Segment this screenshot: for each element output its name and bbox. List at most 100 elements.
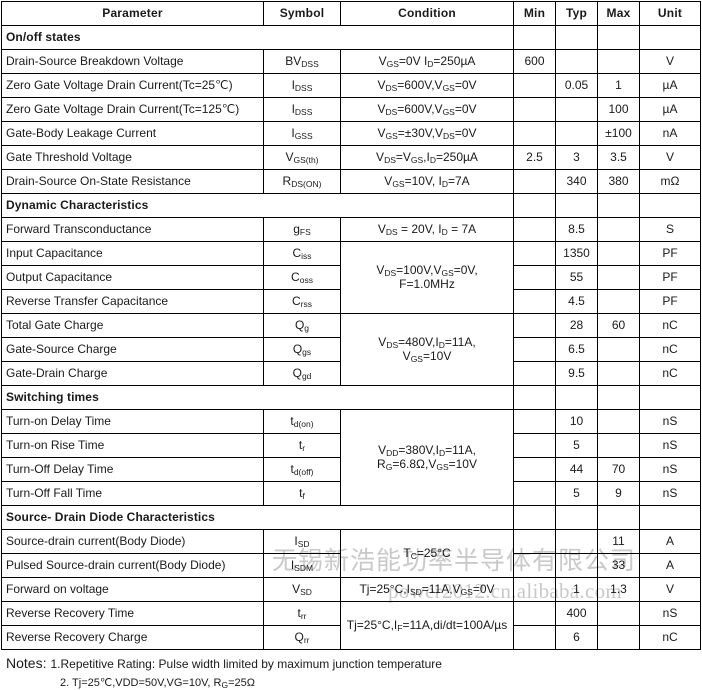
row-condition: Tj=25°C,ISD=11A,VGS=0V: [340, 577, 514, 602]
table-row: Turn-on Delay Time td(on) VDD=380V,ID=11…: [1, 409, 701, 506]
row-max: [597, 265, 640, 290]
row-symbol: gFS: [263, 217, 341, 242]
note-2-text-end: =25Ω: [228, 677, 255, 689]
row-typ: [555, 97, 598, 122]
row-typ: 0.05: [555, 73, 598, 98]
row-symbol: Ciss: [263, 241, 341, 266]
row-symbol: VSD: [263, 577, 341, 602]
section-spacer-min: [513, 25, 556, 50]
row-min: [513, 289, 556, 314]
row-unit: V: [639, 49, 701, 74]
row-symbol: ISDM: [263, 553, 341, 578]
row-parameter: Gate-Source Charge: [1, 337, 264, 362]
row-parameter: Gate-Drain Charge: [1, 361, 264, 386]
row-condition-reverse-recovery-merged: Tj=25°C,IF=11A,di/dt=100A/µs: [340, 601, 514, 650]
note-2-text: 2. Tj=25℃,VDD=50V,VG=10V, R: [60, 677, 222, 689]
row-typ: 5: [555, 433, 598, 458]
row-symbol: Qg: [263, 313, 341, 338]
row-typ: 4.5: [555, 289, 598, 314]
row-parameter: Turn-on Delay Time: [1, 409, 264, 434]
row-min: [513, 265, 556, 290]
section-spacer-typ: [555, 505, 598, 530]
row-parameter: Gate Threshold Voltage: [1, 145, 264, 170]
row-max: 11: [597, 529, 640, 554]
row-max: [597, 49, 640, 74]
row-typ: 44: [555, 457, 598, 482]
row-symbol: Qgs: [263, 337, 341, 362]
table-body: On/off states Drain-Source Breakdown Vol…: [1, 25, 701, 650]
row-parameter: Forward Transconductance: [1, 217, 264, 242]
row-unit: nC: [639, 313, 701, 338]
table-row: Turn-Off Delay Time td(off) 44 70 nS: [1, 457, 701, 482]
row-min: 600: [513, 49, 556, 74]
row-min: 2.5: [513, 145, 556, 170]
table-header-row: Parameter Symbol Condition Min Typ Max U…: [1, 1, 701, 26]
row-unit: nS: [639, 481, 701, 506]
section-title: Dynamic Characteristics: [1, 193, 514, 218]
table-row: Zero Gate Voltage Drain Current(Tc=25℃) …: [1, 73, 701, 98]
row-max: 100: [597, 97, 640, 122]
table-row: Source-drain current(Body Diode) ISD TC=…: [1, 529, 701, 578]
row-unit: V: [639, 577, 701, 602]
table-row: Total Gate Charge Qg VDS=480V,ID=11A, VGS…: [1, 313, 701, 386]
row-unit: µA: [639, 73, 701, 98]
table-row: Zero Gate Voltage Drain Current(Tc=125℃)…: [1, 97, 701, 122]
note-line-2: 2. Tj=25℃,VDD=50V,VG=10V, RG=25Ω: [60, 676, 702, 690]
row-min: [513, 577, 556, 602]
row-condition: VDS=600V,VGS=0V: [340, 73, 514, 98]
row-min: [513, 337, 556, 362]
row-symbol: td(off): [263, 457, 341, 482]
section-spacer-max: [597, 25, 640, 50]
row-max: 33: [597, 553, 640, 578]
row-unit: nA: [639, 121, 701, 146]
row-parameter: Turn-on Rise Time: [1, 433, 264, 458]
row-unit: PF: [639, 241, 701, 266]
row-parameter: Pulsed Source-drain current(Body Diode): [1, 553, 264, 578]
row-max: 1: [597, 73, 640, 98]
row-condition: VGS=0V ID=250µA: [340, 49, 514, 74]
row-parameter: Turn-Off Fall Time: [1, 481, 264, 506]
section-spacer-unit: [639, 385, 701, 410]
row-typ: [555, 553, 598, 578]
table-row: Forward Transconductance gFS VDS = 20V, …: [1, 217, 701, 242]
row-typ: 3: [555, 145, 598, 170]
row-min: [513, 553, 556, 578]
row-min: [513, 313, 556, 338]
row-condition-capacitance-merged: VDS=100V,VGS=0V, F=1.0MHz: [340, 241, 514, 314]
row-symbol: tr: [263, 433, 341, 458]
table-header: Parameter Symbol Condition Min Typ Max U…: [1, 1, 701, 26]
section-title: Source- Drain Diode Characteristics: [1, 505, 514, 530]
section-spacer-min: [513, 193, 556, 218]
note-1-text: 1.Repetitive Rating: Pulse width limited…: [50, 657, 442, 671]
row-min: [513, 241, 556, 266]
section-spacer-typ: [555, 193, 598, 218]
row-unit: nC: [639, 625, 701, 650]
row-parameter: Reverse Transfer Capacitance: [1, 289, 264, 314]
row-condition: VGS=10V, ID=7A: [340, 169, 514, 194]
row-min: [513, 481, 556, 506]
notes-label: Notes:: [6, 655, 47, 671]
row-min: [513, 529, 556, 554]
row-symbol: Coss: [263, 265, 341, 290]
row-unit: mΩ: [639, 169, 701, 194]
note-2-subscript: G: [221, 680, 229, 690]
row-typ: 8.5: [555, 217, 598, 242]
row-max: 380: [597, 169, 640, 194]
row-min: [513, 217, 556, 242]
row-parameter: Output Capacitance: [1, 265, 264, 290]
row-symbol: tf: [263, 481, 341, 506]
row-max: [597, 217, 640, 242]
section-spacer-min: [513, 385, 556, 410]
section-spacer-max: [597, 505, 640, 530]
row-max: [597, 241, 640, 266]
row-typ: 5: [555, 481, 598, 506]
row-max: 60: [597, 313, 640, 338]
section-spacer-unit: [639, 505, 701, 530]
table-row: Output Capacitance Coss 55 PF: [1, 265, 701, 290]
row-typ: 9.5: [555, 361, 598, 386]
row-symbol: IGSS: [263, 121, 341, 146]
row-max: [597, 361, 640, 386]
row-typ: [555, 121, 598, 146]
row-symbol: ISD: [263, 529, 341, 554]
table-row: Turn-Off Fall Time tf 5 9 nS: [1, 481, 701, 506]
